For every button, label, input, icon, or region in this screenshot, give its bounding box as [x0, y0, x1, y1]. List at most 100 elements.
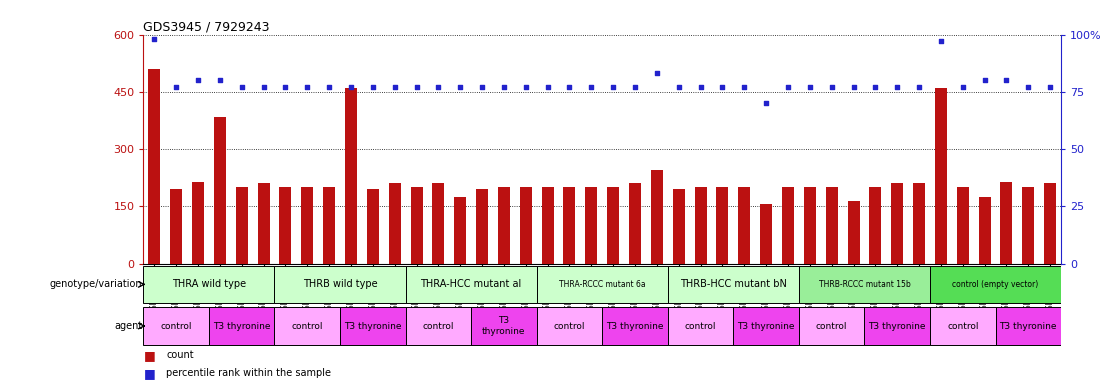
Bar — [891, 184, 903, 263]
Bar — [542, 187, 554, 263]
Bar — [275, 266, 406, 303]
Bar — [170, 189, 182, 263]
Bar — [629, 184, 641, 263]
Bar — [799, 266, 930, 303]
Point — [1019, 84, 1037, 90]
Bar — [279, 187, 291, 263]
Bar — [782, 187, 794, 263]
Bar — [799, 307, 865, 345]
Text: T3 thyronine: T3 thyronine — [344, 321, 401, 331]
Bar — [345, 88, 357, 263]
Bar — [865, 307, 930, 345]
Point — [692, 84, 709, 90]
Bar — [476, 189, 488, 263]
Point — [211, 77, 228, 83]
Point — [582, 84, 600, 90]
Text: ■: ■ — [143, 367, 156, 380]
Text: agent: agent — [114, 321, 142, 331]
Point — [714, 84, 731, 90]
Bar — [733, 307, 799, 345]
Text: THRA-RCCC mutant 6a: THRA-RCCC mutant 6a — [559, 280, 645, 289]
Bar — [236, 187, 248, 263]
Bar — [564, 187, 576, 263]
Bar — [673, 189, 685, 263]
Point — [451, 84, 469, 90]
Bar — [410, 187, 422, 263]
Text: genotype/variation: genotype/variation — [50, 280, 142, 290]
Point — [736, 84, 753, 90]
Bar — [301, 187, 313, 263]
Point — [845, 84, 863, 90]
Bar — [695, 187, 707, 263]
Point — [823, 84, 840, 90]
Point — [910, 84, 928, 90]
Text: control: control — [685, 321, 716, 331]
Text: GDS3945 / 7929243: GDS3945 / 7929243 — [143, 20, 270, 33]
Bar — [869, 187, 881, 263]
Point — [495, 84, 513, 90]
Point — [801, 84, 818, 90]
Point — [299, 84, 317, 90]
Text: T3 thyronine: T3 thyronine — [868, 321, 925, 331]
Point — [517, 84, 535, 90]
Text: T3 thyronine: T3 thyronine — [607, 321, 664, 331]
Bar — [340, 307, 406, 345]
Bar — [956, 187, 968, 263]
Bar — [388, 184, 400, 263]
Bar — [760, 204, 772, 263]
Point — [255, 84, 272, 90]
Point — [604, 84, 622, 90]
Bar — [537, 266, 667, 303]
Bar — [143, 307, 208, 345]
Bar — [602, 307, 667, 345]
Point — [954, 84, 972, 90]
Point — [560, 84, 578, 90]
Point — [1041, 84, 1059, 90]
Bar — [607, 187, 619, 263]
Text: control: control — [554, 321, 586, 331]
Point — [168, 84, 185, 90]
Point — [473, 84, 491, 90]
Bar — [275, 307, 340, 345]
Point — [888, 84, 906, 90]
Point — [649, 70, 666, 76]
Bar — [208, 307, 275, 345]
Text: T3 thyronine: T3 thyronine — [213, 321, 270, 331]
Point — [342, 84, 360, 90]
Text: control: control — [816, 321, 847, 331]
Text: THRA-HCC mutant al: THRA-HCC mutant al — [420, 280, 522, 290]
Text: THRB-HCC mutant bN: THRB-HCC mutant bN — [679, 280, 786, 290]
Bar — [432, 184, 445, 263]
Bar — [996, 307, 1061, 345]
Bar — [520, 187, 532, 263]
Bar — [192, 182, 204, 263]
Point — [190, 77, 207, 83]
Point — [233, 84, 250, 90]
Text: T3 thyronine: T3 thyronine — [999, 321, 1057, 331]
Point — [146, 36, 163, 42]
Point — [997, 77, 1015, 83]
Bar — [804, 187, 816, 263]
Bar — [143, 266, 275, 303]
Bar — [214, 117, 226, 263]
Text: control: control — [291, 321, 323, 331]
Point — [867, 84, 885, 90]
Bar — [1022, 187, 1035, 263]
Point — [932, 38, 950, 45]
Bar — [471, 307, 537, 345]
Bar — [667, 307, 733, 345]
Bar — [930, 266, 1061, 303]
Text: ■: ■ — [143, 349, 156, 362]
Point — [364, 84, 382, 90]
Point — [779, 84, 796, 90]
Bar — [367, 189, 378, 263]
Bar — [497, 187, 510, 263]
Bar — [537, 307, 602, 345]
Bar — [826, 187, 837, 263]
Point — [758, 100, 775, 106]
Point — [277, 84, 295, 90]
Text: control: control — [422, 321, 454, 331]
Point — [320, 84, 338, 90]
Point — [429, 84, 447, 90]
Bar — [847, 200, 859, 263]
